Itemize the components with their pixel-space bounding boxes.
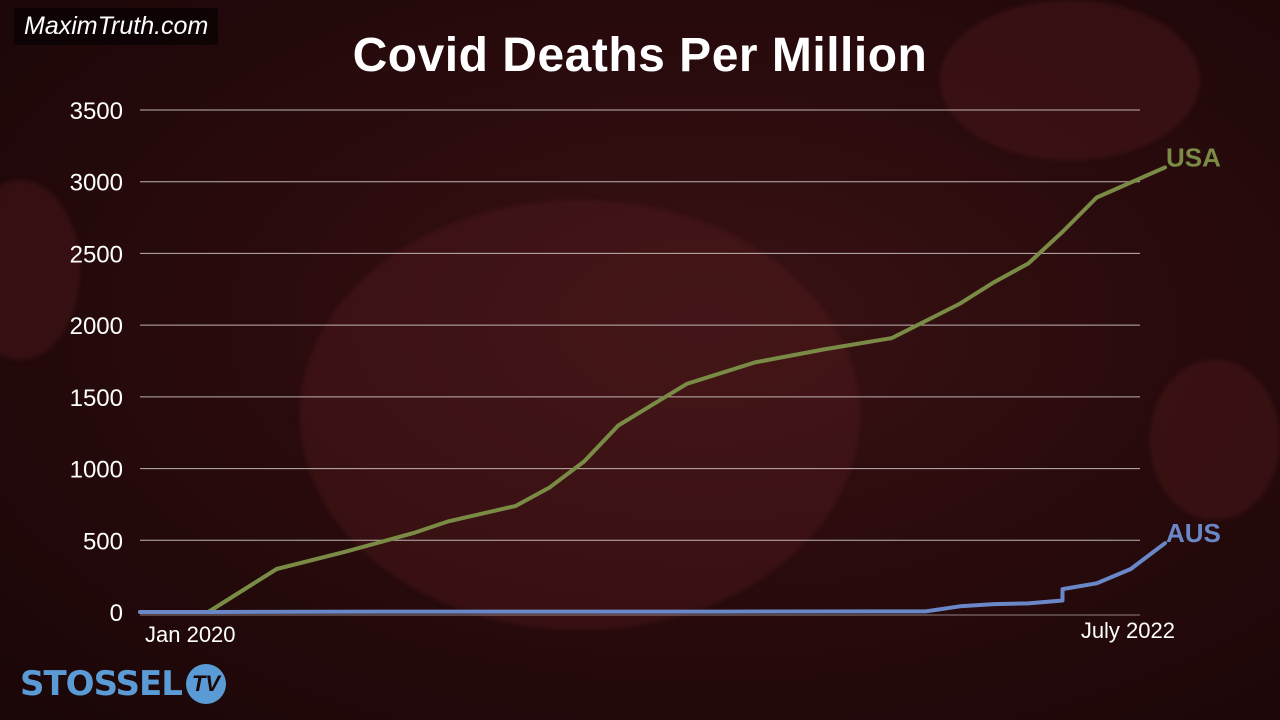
series-label-aus: AUS <box>1166 518 1221 548</box>
background-virus-shape <box>1150 360 1280 520</box>
y-tick-label: 0 <box>110 600 123 627</box>
watermark: MaximTruth.com <box>14 8 219 45</box>
y-tick-label: 2000 <box>70 313 123 340</box>
background-virus-shape <box>940 0 1200 160</box>
y-tick-label: 3000 <box>70 170 123 197</box>
x-tick-label-end: July 2022 <box>1081 618 1175 643</box>
series-lines <box>138 165 1167 614</box>
y-tick-label: 1500 <box>70 385 123 412</box>
grid-lines <box>140 109 1140 616</box>
series-labels: USA AUS <box>1166 142 1221 548</box>
logo-tv-badge: TV <box>185 664 226 704</box>
background-virus-shape <box>300 200 860 630</box>
y-axis-tick-labels: 0 500 1000 1500 2000 2500 3000 3500 <box>70 98 123 627</box>
y-tick-label: 3500 <box>70 98 123 125</box>
chart-title: Covid Deaths Per Million <box>352 29 928 82</box>
series-label-usa: USA <box>1166 142 1221 172</box>
series-line-aus <box>138 541 1167 614</box>
stossel-tv-logo: STOSSEL TV <box>20 664 226 704</box>
series-line-usa <box>138 165 1167 614</box>
logo-text: STOSSEL <box>20 664 183 704</box>
y-tick-label: 1000 <box>70 457 123 484</box>
x-tick-label-start: Jan 2020 <box>145 622 236 647</box>
y-tick-label: 2500 <box>70 241 123 268</box>
y-tick-label: 500 <box>83 528 123 555</box>
x-axis-tick-labels: Jan 2020 July 2022 <box>145 618 1175 647</box>
